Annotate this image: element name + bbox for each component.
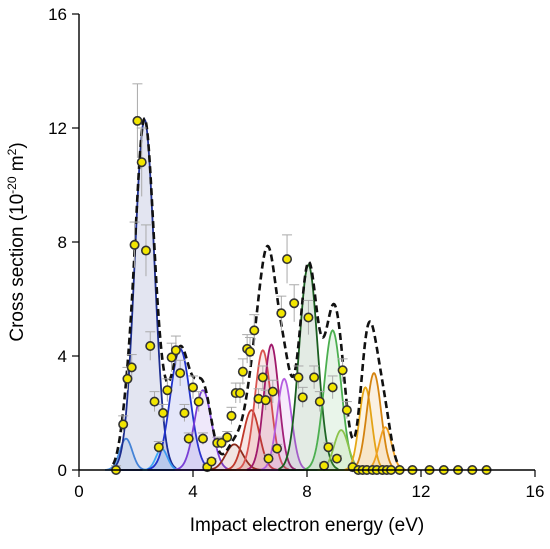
x-tick-label: 12 — [412, 482, 431, 501]
data-point — [267, 386, 278, 397]
data-point — [303, 312, 314, 323]
data-point — [170, 345, 181, 356]
data-point — [272, 443, 283, 454]
data-point — [193, 396, 204, 407]
y-tick-label: 0 — [58, 461, 67, 480]
fitted-peak-6 — [206, 443, 263, 471]
y-tick-label: 8 — [58, 233, 67, 252]
data-point — [132, 115, 143, 126]
data-point — [153, 442, 164, 453]
data-point — [337, 365, 348, 376]
data-point — [341, 405, 352, 416]
data-point — [197, 433, 208, 444]
data-point — [118, 419, 129, 430]
data-point — [263, 453, 274, 464]
data-point — [216, 437, 227, 448]
data-point — [140, 245, 151, 256]
data-point — [149, 396, 160, 407]
data-point — [314, 396, 325, 407]
data-point — [226, 410, 237, 421]
x-tick-label: 4 — [188, 482, 197, 501]
data-point — [323, 442, 334, 453]
data-point — [179, 407, 190, 418]
data-point — [260, 395, 271, 406]
fitted-peak-7 — [224, 409, 278, 471]
data-point — [297, 392, 308, 403]
data-point — [145, 341, 156, 352]
fit-envelope — [112, 117, 402, 470]
y-tick-label: 4 — [58, 347, 67, 366]
x-axis-label: Impact electron energy (eV) — [190, 515, 424, 536]
data-point — [309, 372, 320, 383]
x-tick-label: 16 — [526, 482, 545, 501]
data-point — [126, 362, 137, 373]
x-tick-label: 8 — [302, 482, 311, 501]
envelope-curve — [112, 117, 402, 470]
data-point — [188, 382, 199, 393]
fitted-peak-9 — [246, 343, 296, 471]
x-tick-label: 0 — [74, 482, 83, 501]
data-point — [237, 366, 248, 377]
data-point — [319, 460, 330, 471]
fitted-peak-5 — [174, 389, 232, 471]
data-point — [249, 325, 260, 336]
data-point — [293, 372, 304, 383]
fitted-peak-11 — [278, 263, 339, 471]
data-point — [183, 433, 194, 444]
data-point — [235, 388, 246, 399]
ticks: 0 4 8 12 16 0 4 8 12 16 — [48, 5, 544, 501]
data-point — [257, 372, 268, 383]
data-point — [162, 385, 173, 396]
fitted-peak-15 — [350, 371, 398, 471]
data-point — [245, 346, 256, 357]
data-point — [136, 157, 147, 168]
y-tick-label: 16 — [48, 5, 67, 24]
data-point — [331, 453, 342, 464]
data-point — [166, 352, 177, 363]
data-point — [206, 456, 217, 467]
data-point — [327, 382, 338, 393]
data-point — [276, 308, 287, 319]
data-point — [158, 407, 169, 418]
data-point — [129, 239, 140, 250]
data-point — [122, 373, 133, 384]
data-point — [282, 254, 293, 265]
data-point — [222, 432, 233, 443]
data-point — [289, 298, 300, 309]
y-tick-label: 12 — [48, 119, 67, 138]
measured-points — [111, 115, 492, 475]
y-axis-label: Cross section (10-20 m2) — [5, 142, 28, 341]
data-point — [175, 368, 186, 379]
